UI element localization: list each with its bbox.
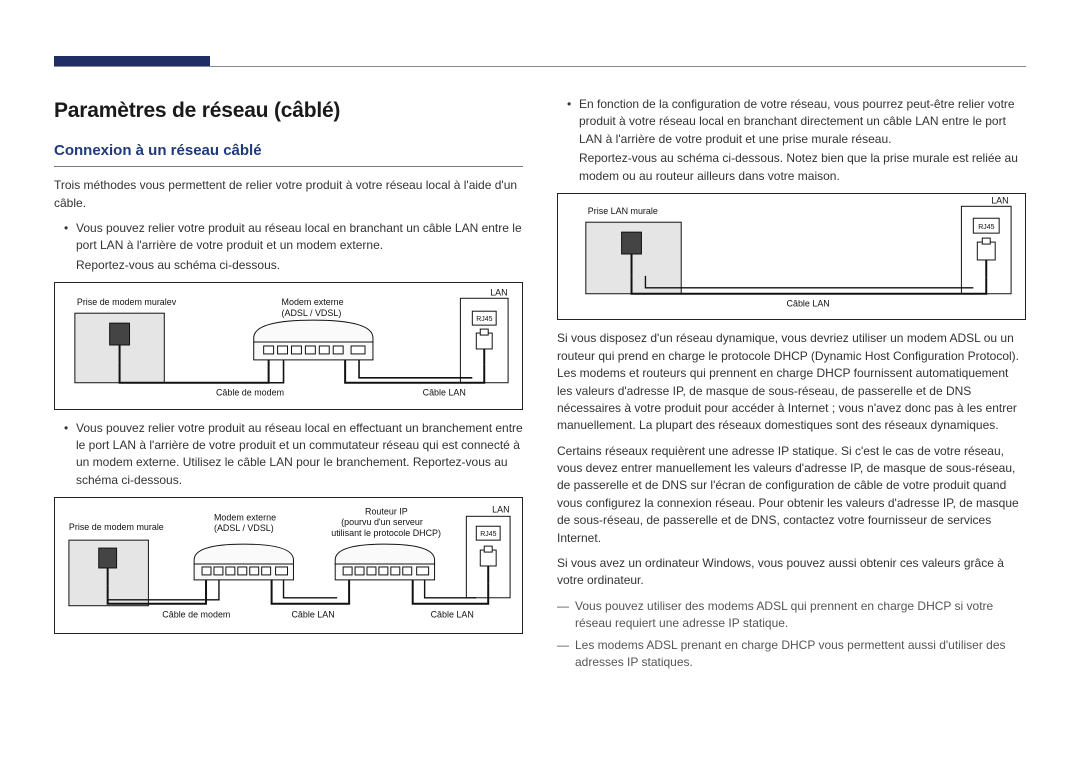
- label-modem-1: Modem externe: [282, 297, 344, 307]
- page-root: Paramètres de réseau (câblé) Connexion à…: [0, 0, 1080, 715]
- label-cable-lan: Câble LAN: [423, 388, 466, 398]
- list-item-text: Vous pouvez relier votre produit au rése…: [76, 221, 522, 252]
- label-cable-lan: Câble LAN: [787, 299, 830, 309]
- method-list-1: Vous pouvez relier votre produit au rése…: [54, 220, 523, 274]
- left-column: Paramètres de réseau (câblé) Connexion à…: [54, 96, 523, 675]
- list-item: En fonction de la configuration de votre…: [557, 96, 1026, 185]
- two-column-layout: Paramètres de réseau (câblé) Connexion à…: [54, 96, 1026, 675]
- notes: Vous pouvez utiliser des modems ADSL qui…: [557, 598, 1026, 672]
- paragraph-windows: Si vous avez un ordinateur Windows, vous…: [557, 555, 1026, 590]
- diagram-modem-router: Prise de modem murale Modem externe (ADS…: [54, 497, 523, 634]
- label-lan: LAN: [492, 504, 509, 514]
- label-wall: Prise de modem muralev: [77, 297, 177, 307]
- section-title: Paramètres de réseau (câblé): [54, 96, 523, 126]
- label-rj45: RJ45: [476, 316, 492, 323]
- list-item-text: En fonction de la configuration de votre…: [579, 97, 1015, 146]
- label-modem-1: Modem externe: [214, 512, 276, 522]
- label-router-3: utilisant le protocole DHCP): [331, 528, 441, 538]
- right-column: En fonction de la configuration de votre…: [557, 96, 1026, 675]
- label-router-2: (pourvu d'un serveur: [341, 517, 423, 527]
- label-cable-modem: Câble de modem: [162, 610, 230, 620]
- paragraph-dhcp: Si vous disposez d'un réseau dynamique, …: [557, 330, 1026, 434]
- label-cable-lan-1: Câble LAN: [291, 610, 334, 620]
- label-lan: LAN: [991, 195, 1008, 205]
- list-item-sub: Reportez-vous au schéma ci-dessous.: [76, 257, 523, 274]
- sub-title: Connexion à un réseau câblé: [54, 140, 523, 167]
- paragraph-static: Certains réseaux requièrent une adresse …: [557, 443, 1026, 547]
- label-modem-2: (ADSL / VDSL): [282, 308, 342, 318]
- label-lan: LAN: [490, 287, 507, 297]
- list-item-text: Vous pouvez relier votre produit au rése…: [76, 421, 523, 487]
- list-item: Vous pouvez relier votre produit au rése…: [54, 220, 523, 274]
- diagram-svg: Prise de modem murale Modem externe (ADS…: [55, 498, 522, 628]
- header-rule: [54, 66, 1026, 67]
- diagram-modem-direct: Prise de modem muralev Modem externe (AD…: [54, 282, 523, 409]
- label-router-1: Routeur IP: [365, 506, 408, 516]
- label-modem-2: (ADSL / VDSL): [214, 523, 274, 533]
- label-wall: Prise de modem murale: [69, 522, 164, 532]
- diagram-svg: Prise de modem muralev Modem externe (AD…: [55, 283, 522, 403]
- label-cable-lan-2: Câble LAN: [431, 610, 474, 620]
- label-rj45: RJ45: [978, 224, 994, 231]
- diagram-wall-direct: Prise LAN murale LAN RJ45 Câble LAN: [557, 193, 1026, 320]
- list-item-sub: Reportez-vous au schéma ci-dessous. Note…: [579, 150, 1026, 185]
- label-wall: Prise LAN murale: [588, 206, 658, 216]
- diagram-svg: Prise LAN murale LAN RJ45 Câble LAN: [558, 194, 1025, 314]
- note-item: Vous pouvez utiliser des modems ADSL qui…: [557, 598, 1026, 633]
- method-list-2: Vous pouvez relier votre produit au rése…: [54, 420, 523, 490]
- intro-paragraph: Trois méthodes vous permettent de relier…: [54, 177, 523, 212]
- method-list-3: En fonction de la configuration de votre…: [557, 96, 1026, 185]
- label-rj45: RJ45: [480, 531, 496, 538]
- note-item: Les modems ADSL prenant en charge DHCP v…: [557, 637, 1026, 672]
- label-cable-modem: Câble de modem: [216, 388, 284, 398]
- list-item: Vous pouvez relier votre produit au rése…: [54, 420, 523, 490]
